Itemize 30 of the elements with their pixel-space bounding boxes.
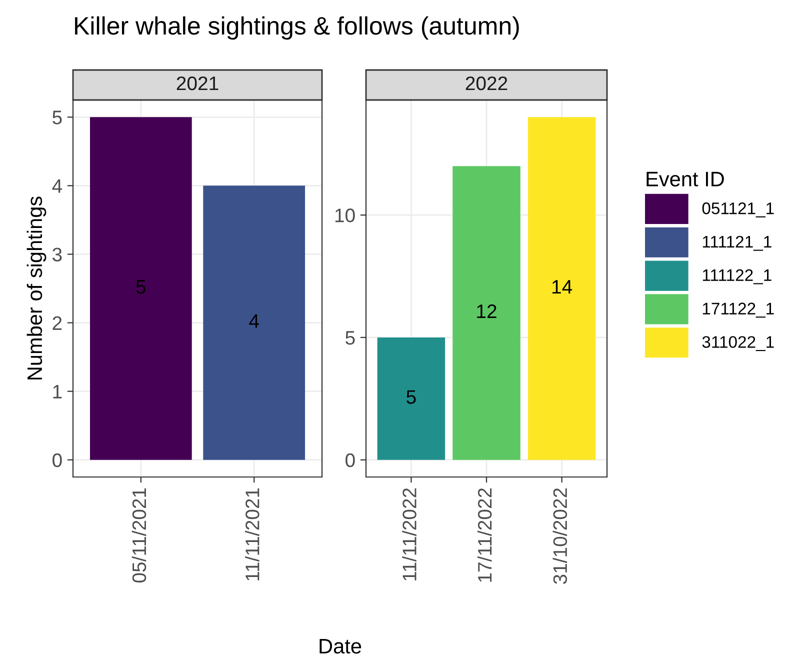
data-label: 12 [477, 304, 496, 318]
legend-label: 111121_1 [702, 236, 772, 251]
y-tick-label: 4 [52, 179, 62, 193]
data-label: 5 [406, 390, 416, 404]
legend-label: 051121_1 [702, 202, 774, 218]
y-tick-label: 0 [52, 453, 62, 468]
x-tick-label: 11/11/2021 [245, 488, 260, 580]
data-label: 4 [249, 314, 259, 328]
chart-title: Killer whale sightings & follows (autumn) [75, 16, 519, 40]
y-tick-label: 2 [52, 316, 62, 330]
y-tick-label: 5 [52, 110, 62, 124]
data-label: 14 [552, 280, 572, 294]
x-tick-label: 17/11/2022 [477, 488, 492, 582]
legend-label: 111122_1 [702, 269, 772, 284]
y-tick-label: 5 [346, 331, 355, 345]
x-axis-title: Date [320, 639, 362, 654]
y-tick-label: 10 [335, 208, 355, 222]
data-label: 5 [136, 280, 146, 294]
legend-title: Event ID [646, 172, 724, 186]
chart-subtitle: 2021 [176, 76, 218, 90]
y-axis-title: Number of sightings [26, 196, 46, 380]
x-tick-label: 11/11/2022 [402, 488, 416, 580]
y-tick-label: 1 [53, 384, 62, 398]
y-tick-label: 3 [52, 248, 62, 262]
y-tick-label: 0 [346, 453, 355, 468]
chart-subtitle: 2022 [466, 76, 508, 90]
legend-label: 311022_1 [702, 336, 774, 352]
x-tick-label: 31/10/2022 [552, 488, 568, 584]
legend-label: 171122_1 [702, 302, 774, 318]
x-tick-label: 05/11/2021 [132, 488, 146, 583]
